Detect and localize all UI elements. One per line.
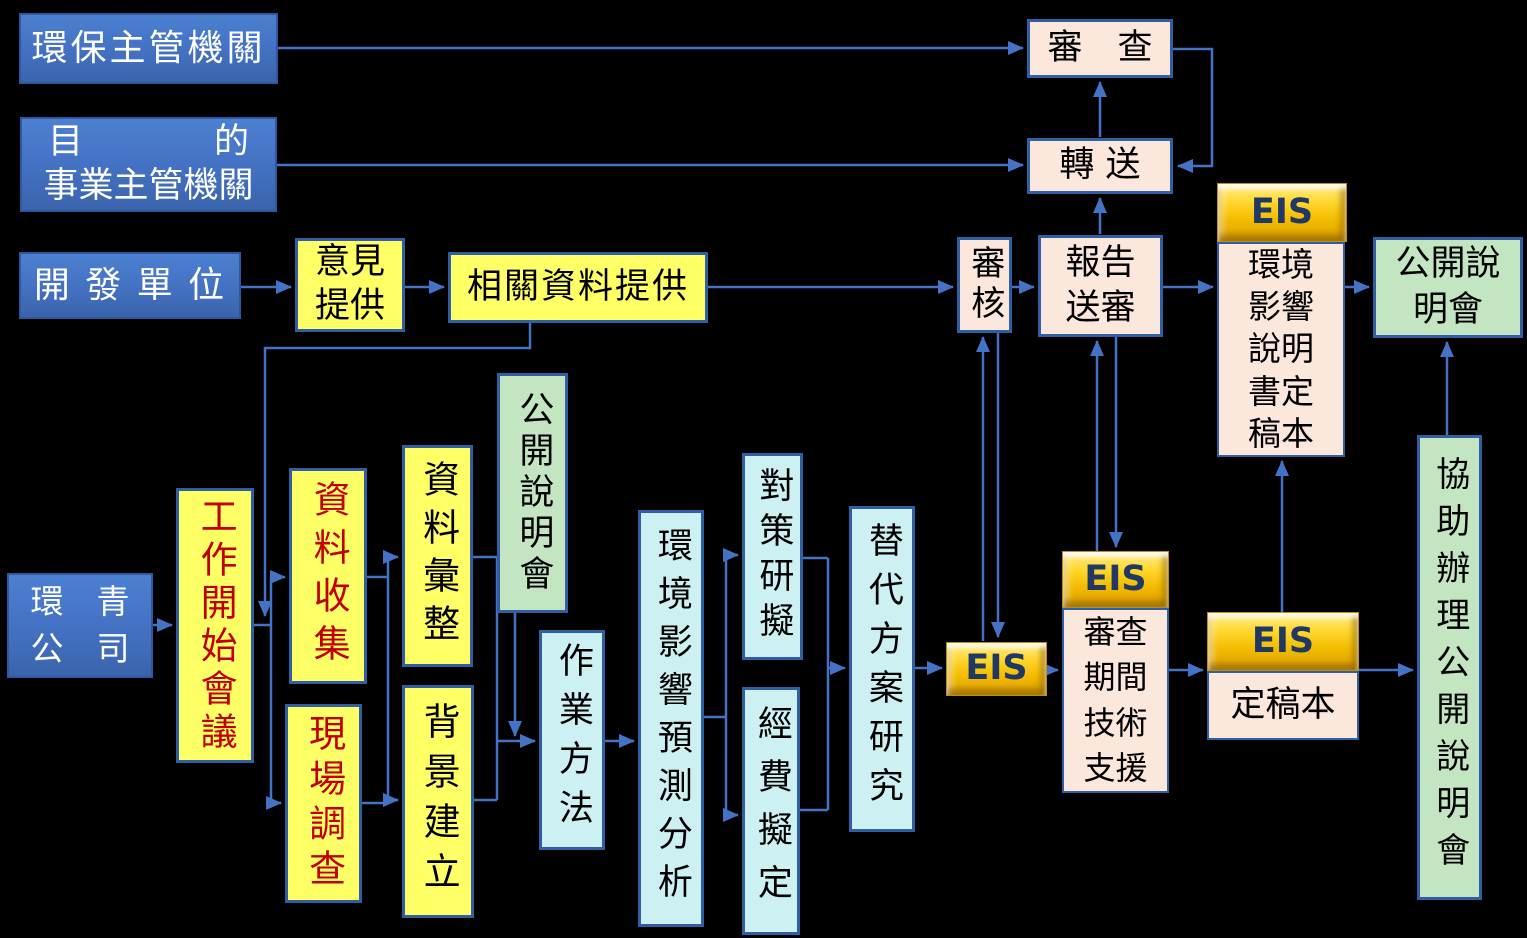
purpose-char-left: 目 [48, 121, 84, 162]
eis-support-line4: 支援 [1083, 748, 1148, 787]
node-report-submission: 報告 送審 [1038, 235, 1163, 337]
yijian-line2: 提供 [314, 286, 385, 326]
eis-draft-line3: 說明 [1248, 329, 1314, 369]
eis-support-line1: 審查 [1083, 612, 1148, 651]
node-huanqing-company: 環 青 公 司 [7, 573, 153, 678]
node-site-survey: 現場調查 [285, 704, 362, 903]
node-work-method: 作業方法 [539, 630, 605, 850]
node-forward: 轉 送 [1027, 138, 1173, 194]
gongkai-right-line2: 明會 [1412, 289, 1483, 330]
baogao-line2: 送審 [1065, 288, 1136, 328]
node-related-data-provide: 相關資料提供 [448, 252, 708, 323]
node-assist-public-meeting: 協助辦理公開說明會 [1417, 435, 1482, 900]
node-background-build: 背景建立 [402, 685, 474, 918]
node-public-meeting-left: 公開說明會 [497, 373, 568, 613]
huanqing-line1: 環 青 [30, 582, 130, 622]
node-developer: 開 發 單 位 [19, 252, 241, 319]
node-eis-statement-final-draft: 環境 影響 說明 書定 稿本 [1217, 242, 1345, 457]
node-internal-review: 審核 [957, 237, 1012, 333]
node-eis-support-badge: EIS [1062, 551, 1169, 608]
gongkai-right-line1: 公開說 [1395, 244, 1501, 284]
node-review: 審 查 [1027, 19, 1173, 78]
eis-draft-line5: 稿本 [1248, 413, 1314, 453]
eis-support-line3: 技術 [1083, 703, 1148, 742]
node-alternative-study: 替代方案研究 [849, 506, 915, 832]
node-budget-drafting: 經費擬定 [742, 687, 800, 935]
purpose-authority-lines: 目 的 事業主管機關 [22, 121, 275, 209]
eis-draft-line1: 環境 [1248, 244, 1314, 284]
node-eis-review-badge: EIS [946, 642, 1047, 696]
node-public-meeting-right: 公開說 明會 [1373, 237, 1523, 338]
purpose-char-right: 的 [213, 121, 249, 162]
node-data-collection: 資料收集 [289, 468, 367, 684]
node-env-authority: 環保主管機關 [19, 13, 278, 84]
node-impact-prediction-analysis: 環境影響預測分析 [638, 510, 704, 927]
node-review-tech-support: 審查 期間 技術 支援 [1062, 608, 1169, 793]
edge-xiangguan-to-gongzuo-junction [258, 323, 532, 617]
node-opinion-provide: 意見 提供 [295, 238, 405, 332]
huanqing-line2: 公 司 [30, 628, 130, 668]
baogao-line1: 報告 [1065, 242, 1136, 283]
node-eis-final-badge: EIS [1207, 612, 1359, 671]
node-countermeasure-study: 對策研擬 [742, 453, 803, 660]
yijian-line1: 意見 [314, 242, 385, 283]
purpose-authority-line1: 目 的 [22, 121, 275, 165]
eis-draft-line2: 影響 [1248, 287, 1314, 327]
purpose-authority-line2: 事業主管機關 [43, 165, 254, 206]
node-eis-draft-badge: EIS [1217, 183, 1347, 242]
node-purpose-authority: 目 的 事業主管機關 [20, 117, 277, 212]
node-final-draft: 定稿本 [1207, 671, 1359, 740]
eis-draft-line4: 書定 [1248, 371, 1314, 411]
edge-shencha-to-zhuansong [1173, 47, 1214, 173]
node-kickoff-meeting: 工作開始會議 [176, 488, 254, 763]
eis-support-line2: 期間 [1083, 658, 1148, 697]
node-data-compilation: 資料彙整 [402, 445, 473, 667]
